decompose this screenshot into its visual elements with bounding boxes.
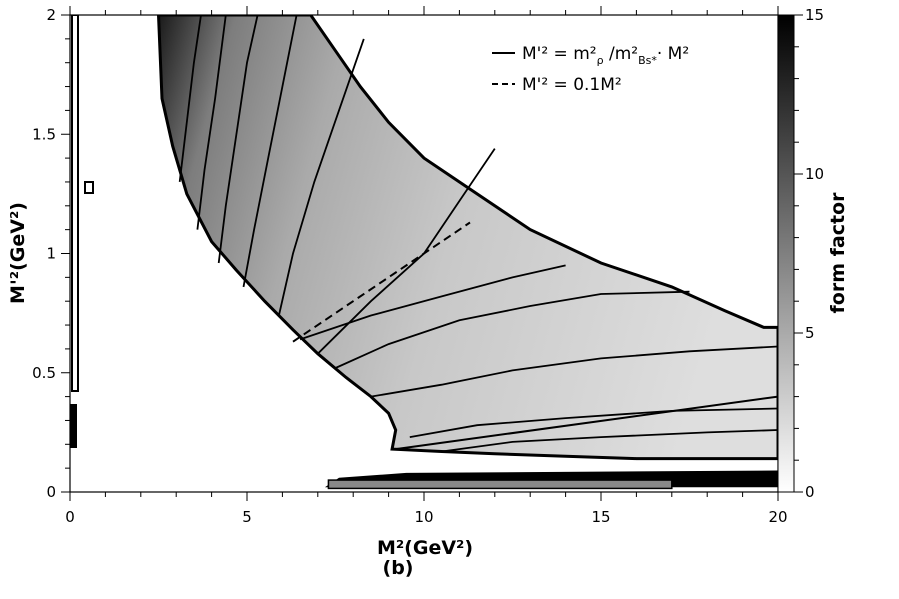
contour-line-9 xyxy=(196,15,227,230)
colorbar: 0 5 10 15 form factor xyxy=(777,6,849,501)
band-strip xyxy=(327,479,673,490)
contour-line-8 xyxy=(217,15,259,264)
y-tick-label: 0 xyxy=(46,483,56,501)
colorbar-tick-label: 15 xyxy=(805,6,824,24)
x-axis-title: M²(GeV²) xyxy=(377,537,473,559)
colorbar-label: form factor xyxy=(827,192,849,314)
contour-line-2 xyxy=(335,290,690,369)
x-tick-label: 5 xyxy=(242,508,252,526)
y-axis-title: M'²(GeV²) xyxy=(7,202,29,304)
figure-caption: (b) xyxy=(383,557,414,579)
colorbar-tick-label: 0 xyxy=(805,483,815,501)
y-axis: 0 0.5 1 1.5 2 xyxy=(32,6,70,501)
contour-line-7 xyxy=(242,15,298,288)
legend-entry-dashed: M'² = 0.1M² xyxy=(522,75,622,95)
y-tick-label: 0.5 xyxy=(32,364,56,382)
heatmap-region xyxy=(156,15,778,461)
plot-area xyxy=(70,15,778,490)
legend: M'² = m²ρ /m²Bs*· M² M'² = 0.1M² xyxy=(492,44,689,95)
left-edge-artifacts xyxy=(70,15,94,448)
contour-line-3 xyxy=(370,345,778,398)
colorbar-tick-label: 5 xyxy=(805,324,815,342)
contour-line-4 xyxy=(409,407,778,438)
contour-lines xyxy=(178,15,778,453)
contour-line-5 xyxy=(441,429,778,453)
x-tick-label: 10 xyxy=(414,508,433,526)
x-tick-label: 0 xyxy=(65,508,75,526)
series-line-solid xyxy=(395,395,778,451)
y-tick-label: 1 xyxy=(46,245,56,263)
x-axis: 0 5 10 15 20 xyxy=(65,6,788,526)
y-tick-label: 2 xyxy=(46,6,56,24)
y-tick-label: 1.5 xyxy=(32,125,56,143)
colorbar-ticks: 0 5 10 15 xyxy=(794,6,824,501)
x-tick-label: 20 xyxy=(768,508,787,526)
legend-entry-solid: M'² = m²ρ /m²Bs*· M² xyxy=(522,44,689,67)
colorbar-tick-label: 10 xyxy=(805,165,824,183)
contour-line-10 xyxy=(178,15,202,183)
contour-line-6 xyxy=(278,38,365,316)
contour-line-1 xyxy=(299,264,566,341)
series-lines xyxy=(292,221,778,451)
colorbar-gradient xyxy=(777,14,795,493)
bottom-band xyxy=(324,470,778,490)
x-tick-label: 15 xyxy=(591,508,610,526)
series-line-dashed xyxy=(292,221,471,343)
